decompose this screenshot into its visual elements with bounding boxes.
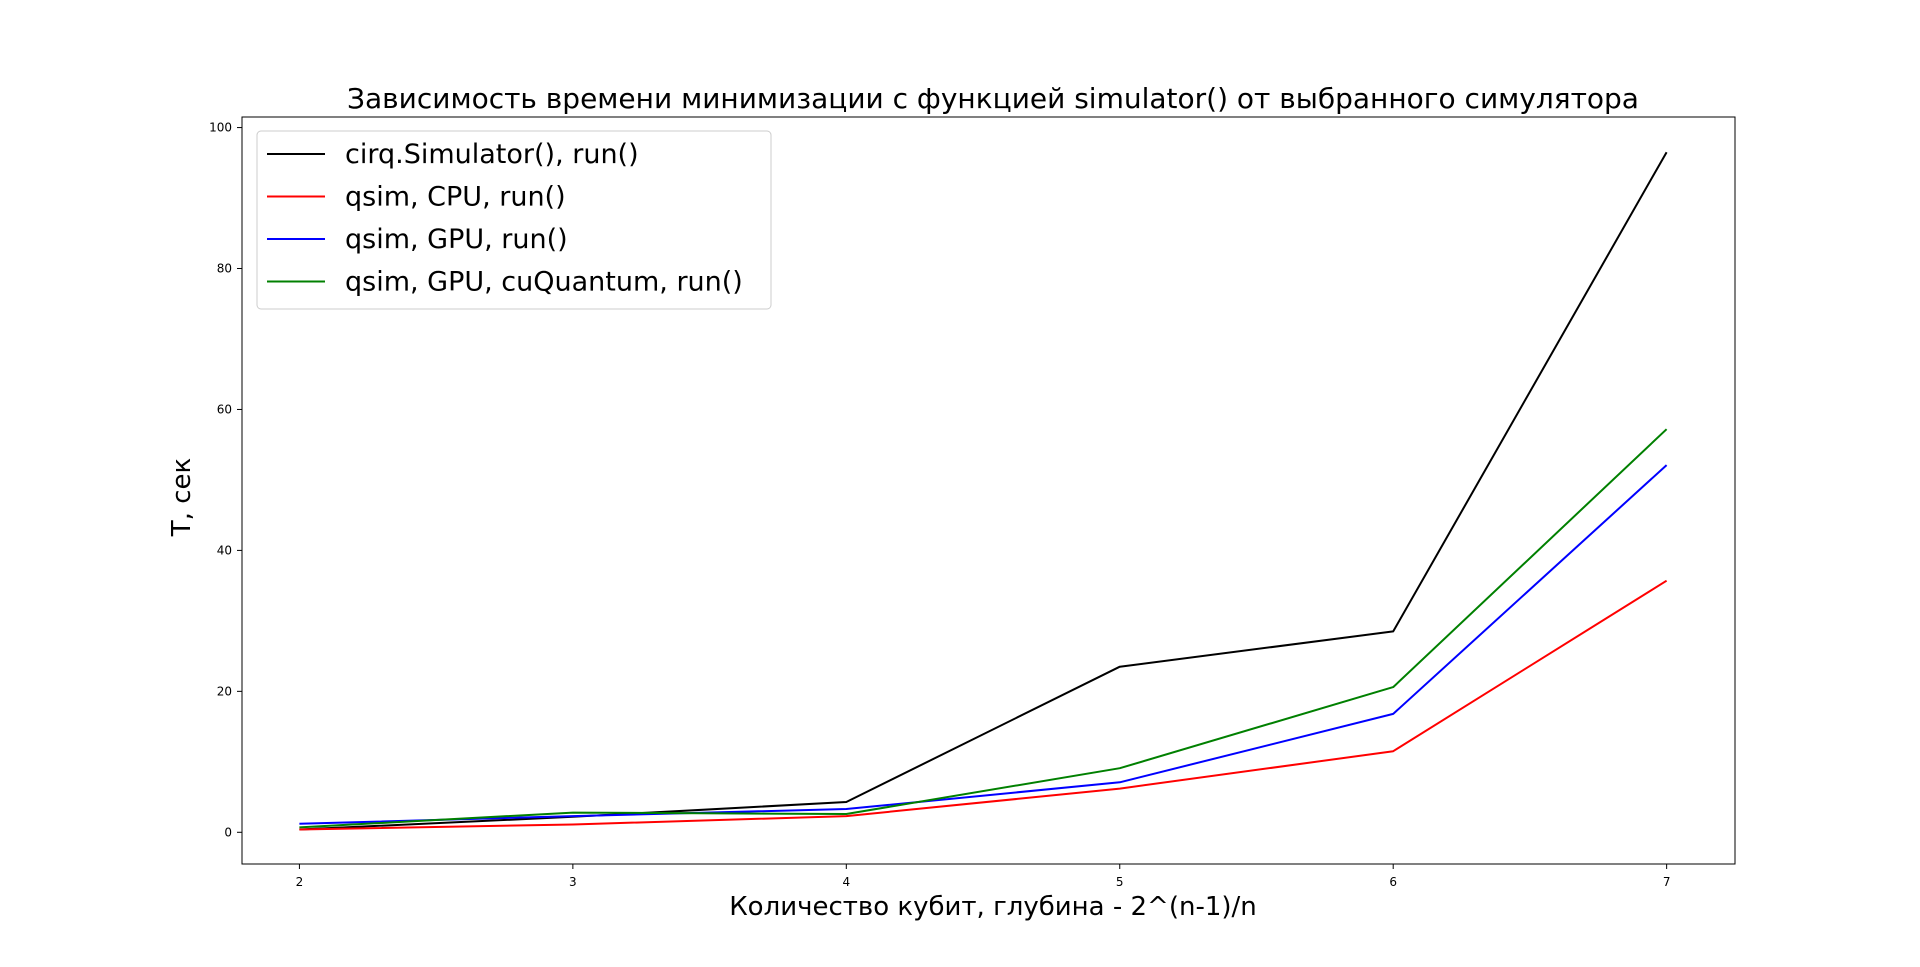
legend: cirq.Simulator(), run() qsim, CPU, run() q… [256,130,772,310]
series-line-2 [299,579,1668,831]
x-tick-label: 6 [1389,875,1397,889]
legend-box [256,130,772,310]
x-axis-label: Количество кубит, глубина - 2^(n-1)/n [729,892,1257,922]
y-axis-label: T, сек [167,458,197,537]
y-tick-label: 60 [217,402,232,416]
y-tick-label: 100 [209,121,232,135]
x-tick-label: 4 [842,875,850,889]
series-line-1 [299,151,1668,831]
legend-label-3: qsim, GPU, run() [345,224,568,255]
y-tick-label: 40 [217,543,232,557]
chart-title: Зависимость времени минимизации с функци… [347,82,1639,115]
legend-label-1: cirq.Simulator(), run() [345,139,639,170]
series-line-4 [299,428,1668,829]
y-tick-label: 20 [217,684,232,698]
x-tick-label: 7 [1663,875,1671,889]
x-tick-label: 5 [1116,875,1124,889]
series-line-3 [299,464,1668,825]
x-tick-label: 2 [296,875,304,889]
y-tick-label: 0 [224,825,232,839]
plot-frame [241,116,1736,865]
x-tick-label: 3 [569,875,577,889]
plot-area: 2 3 4 5 6 7 0 20 40 60 80 100 [209,116,1736,889]
y-tick-label: 80 [217,262,232,276]
legend-label-2: qsim, CPU, run() [345,182,566,213]
legend-label-4: qsim, GPU, cuQuantum, run() [345,267,743,298]
